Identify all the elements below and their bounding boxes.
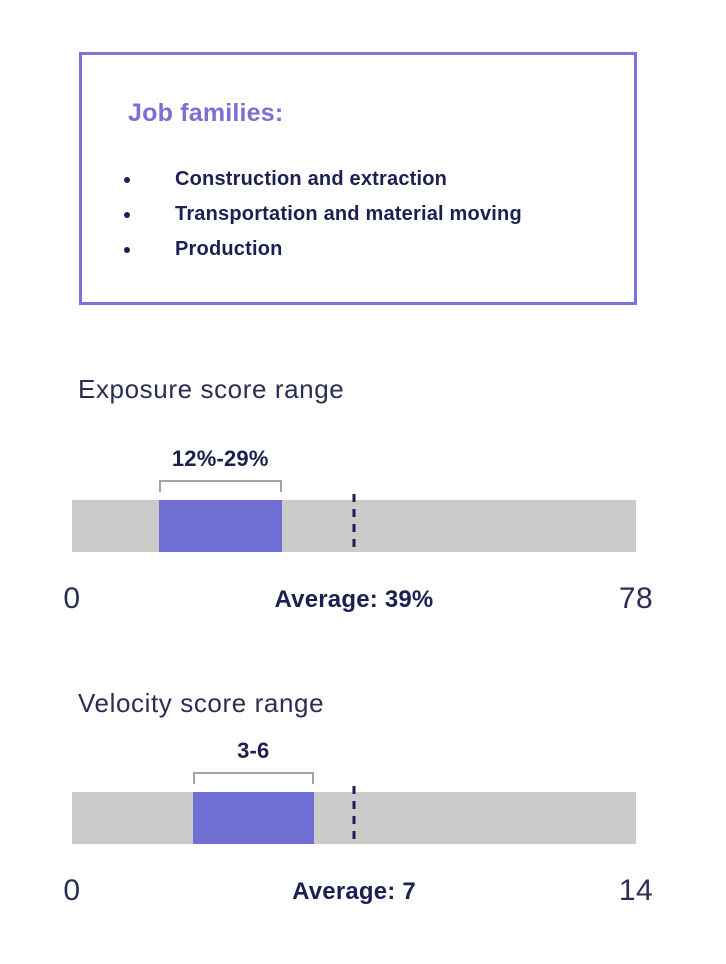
- list-item-label: Construction and extraction: [175, 168, 448, 190]
- axis-min-label: 0: [63, 582, 81, 615]
- range-segment: [158, 500, 282, 552]
- job-families-heading: Job families:: [128, 99, 284, 127]
- bullet-icon: [124, 177, 130, 183]
- axis-labels: 0 Average: 7 14: [63, 874, 652, 910]
- range-segment: [192, 792, 314, 844]
- chart-title: Velocity score range: [78, 688, 325, 718]
- axis-max-label: 78: [618, 582, 654, 615]
- list-item: Construction and extraction: [82, 162, 634, 197]
- bar-track: [72, 786, 636, 844]
- job-families-list: Construction and extraction Transportati…: [82, 162, 634, 267]
- list-item: Production: [82, 232, 634, 267]
- list-item-label: Production: [175, 238, 283, 260]
- job-families-box: Job families: Construction and extractio…: [79, 52, 637, 305]
- axis-max-label: 14: [618, 874, 654, 907]
- range-label: 3-6: [237, 738, 270, 763]
- chart-title: Exposure score range: [78, 374, 345, 404]
- average-dashed-line: [352, 494, 356, 552]
- axis-min-label: 0: [63, 874, 81, 907]
- bullet-icon: [124, 247, 130, 253]
- list-item: Transportation and material moving: [82, 197, 634, 232]
- axis-average-label: Average: 39%: [274, 586, 434, 613]
- axis-labels: 0 Average: 39% 78: [63, 582, 652, 618]
- list-item-label: Transportation and material moving: [175, 203, 522, 225]
- bullet-icon: [124, 212, 130, 218]
- bar-track: [72, 494, 636, 552]
- range-label: 12%-29%: [171, 446, 269, 471]
- range-bracket-icon: [158, 480, 282, 492]
- axis-average-label: Average: 7: [292, 878, 416, 905]
- range-bracket-icon: [192, 772, 314, 784]
- average-dashed-line: [352, 786, 356, 844]
